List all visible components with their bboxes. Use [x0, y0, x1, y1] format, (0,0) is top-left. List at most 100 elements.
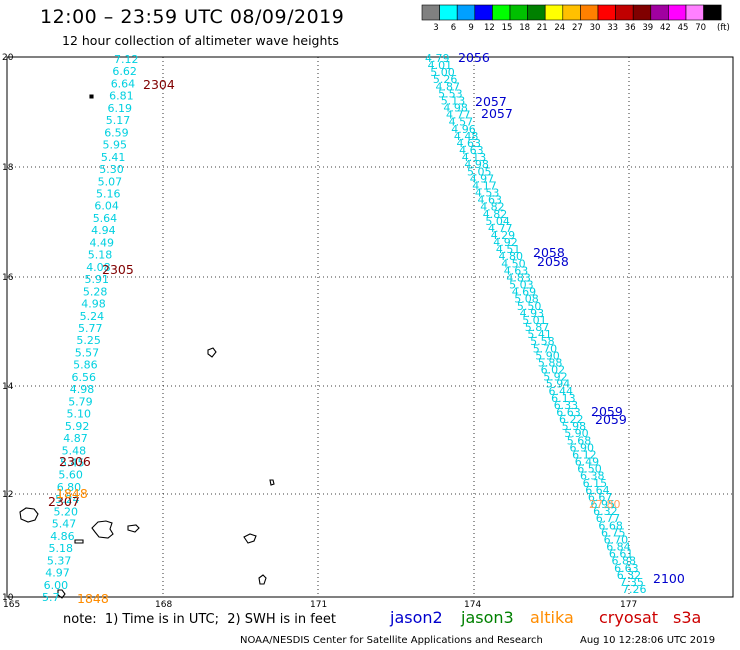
generated-timestamp: Aug 10 12:28:06 UTC 2019 [580, 635, 716, 646]
legend-cell-max [703, 4, 722, 21]
pass-label-1848a: 1848 [56, 486, 88, 501]
swh-value: 5.24 [80, 310, 105, 323]
swh-legend-labels: 3 6 9 12 15 18 21 24 27 30 33 36 39 42 45 70 [433, 23, 706, 33]
swh-value: 6.38 [580, 470, 605, 483]
swh-value: 6.12 [572, 449, 597, 462]
swh-value: 4.82 [480, 201, 505, 214]
swh-value: 5.20 [54, 505, 79, 518]
swh-value: 5.60 [58, 469, 83, 482]
swh-value: 4.63 [504, 264, 529, 277]
swh-value: 5.88 [538, 356, 563, 369]
legend-unit-label: (ft) [717, 23, 730, 33]
island-enewetak [19, 507, 39, 523]
pass-label-2059a: 2059 [591, 404, 623, 419]
swh-value: 6.61 [609, 548, 634, 561]
swh-value: 6.15 [583, 477, 608, 490]
legend-cell-42 [650, 4, 669, 21]
swh-value: 4.98 [81, 298, 106, 311]
swh-value: 4.97 [470, 172, 495, 185]
swh-value: 4.63 [457, 137, 482, 150]
swh-value: 5.70 [533, 342, 558, 355]
swh-value: 6.33 [554, 399, 579, 412]
swh-value: 6.32 [617, 569, 642, 582]
swh-value: 6.88 [612, 555, 637, 568]
legend-altika: altika [530, 608, 574, 627]
swh-value: 6.63 [614, 562, 639, 575]
swh-value: 5.45 [60, 457, 85, 470]
swh-value: 4.97 [45, 567, 70, 580]
swh-value: 5.90 [564, 427, 589, 440]
swh-value: 5.50 [517, 300, 542, 313]
pass-label-2305: 2305 [102, 262, 134, 277]
swh-value: 5.64 [93, 212, 118, 225]
swh-value: 4.93 [520, 307, 545, 320]
swh-value: 6.13 [551, 392, 576, 405]
swh-value: 5.01 [522, 314, 547, 327]
island-maloelap [243, 533, 257, 544]
swh-value: 4.92 [493, 236, 518, 249]
swh-value: 5.98 [562, 420, 587, 433]
map-subtitle: 12 hour collection of altimeter wave hei… [62, 33, 339, 48]
pass-label-2304: 2304 [143, 77, 175, 92]
island-majuro [258, 574, 267, 585]
swh-value: 6.80 [57, 481, 81, 494]
island-lae [74, 539, 84, 544]
swh-value: 6.64 [585, 484, 610, 497]
lat-label-16: 16 [2, 273, 14, 283]
swh-value: 5.94 [546, 378, 571, 391]
swh-value: 5.28 [83, 285, 108, 298]
legend-label-6: 6 [451, 23, 456, 33]
swh-value: 4.57 [449, 116, 474, 129]
legend-cell-9 [456, 4, 476, 21]
swh-value: 5.77 [78, 322, 103, 335]
legend-label-21: 21 [537, 23, 548, 33]
swh-value: 4.49 [90, 236, 115, 249]
legend-label-9: 9 [468, 23, 473, 33]
legend-label-45: 45 [678, 23, 689, 33]
swh-value: 5.41 [101, 151, 126, 164]
legend-label-33: 33 [607, 23, 618, 33]
pass-label-1848b: 1848 [77, 591, 109, 606]
legend-cell-12 [474, 4, 493, 21]
swh-value: 6.19 [108, 102, 133, 115]
swh-value: 5.18 [49, 542, 74, 555]
lon-label-168: 168 [155, 600, 172, 610]
swh-value: 6.67 [588, 491, 613, 504]
legend-label-24: 24 [554, 23, 565, 33]
swh-value: 6.75 [601, 526, 626, 539]
swh-value: 6.32 [593, 505, 618, 518]
swh-value: 4.83 [506, 272, 531, 285]
swh-value: 5.30 [99, 163, 124, 176]
swh-value: 4.77 [446, 109, 471, 122]
credit-line: NOAA/NESDIS Center for Satellite Applica… [240, 635, 543, 646]
pass-label-2306: 2306 [59, 454, 91, 469]
swh-value: 6.63 [556, 406, 581, 419]
lat-label-12: 12 [2, 490, 13, 500]
swh-track-east: 4.794.015.005.264.875.535.134.984.774.57… [425, 52, 647, 596]
island-bikini [207, 347, 217, 358]
swh-value: 5.10 [67, 408, 92, 421]
legend-cell-3 [421, 4, 440, 21]
legend-cell-24 [544, 4, 564, 21]
legend-cell-33 [597, 4, 616, 21]
legend-cell-45 [668, 4, 687, 21]
pass-label-2056: 2056 [458, 50, 490, 65]
swh-value: 6.04 [94, 200, 119, 213]
island-ujelang [89, 94, 94, 99]
legend-label-42: 42 [660, 23, 671, 33]
pass-label-2057a: 2057 [475, 94, 507, 109]
swh-value: 5.24 [55, 493, 80, 506]
swh-value: 6.68 [598, 519, 623, 532]
lon-label-171: 171 [310, 600, 327, 610]
swh-value: 7.26 [622, 583, 647, 596]
swh-value: 5.90 [535, 349, 560, 362]
footnote: note: 1) Time is in UTC; 2) SWH is in fe… [63, 612, 336, 627]
lon-label-177: 177 [620, 600, 637, 610]
swh-value: 6.77 [596, 512, 621, 525]
swh-value: 4.98 [464, 158, 489, 171]
legend-label-36: 36 [625, 23, 636, 33]
swh-value: 4.87 [63, 432, 88, 445]
swh-value: 5.26 [433, 73, 458, 86]
swh-value: 6.84 [606, 541, 631, 554]
swh-value: 5.37 [47, 554, 72, 567]
